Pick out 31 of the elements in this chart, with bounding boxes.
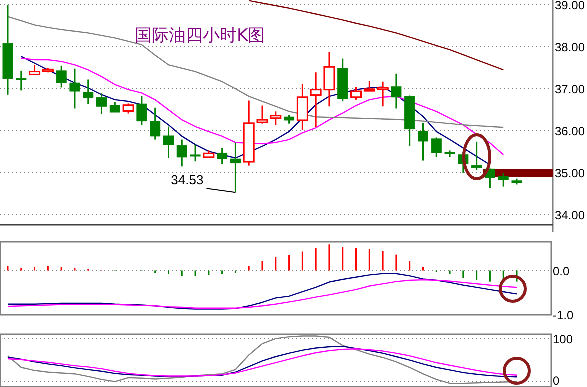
candlestick [296,84,308,131]
annotation: 34.53 [171,172,204,188]
y-tick-label: 0 [553,374,560,387]
candlestick [284,114,295,125]
y-tick-label: 36.00 [555,124,586,138]
y-tick-label: 38.00 [555,40,586,55]
candlestick [391,73,402,110]
candlestick [150,107,161,141]
candlestick [16,70,27,92]
candlestick [472,141,482,172]
candlestick [418,122,428,162]
y-tick-label: 34.00 [555,208,586,222]
candlestick [217,147,228,165]
y-tick-label: 37.00 [555,82,586,96]
candlestick [96,92,108,115]
candlestick [230,142,241,194]
candlestick [498,172,509,188]
y-tick-label: 39.00 [555,0,586,13]
text: 国际油四小时K图 [135,26,266,46]
y-tick-label: 100 [553,332,574,346]
y-tick-label: -1.0 [553,308,574,322]
candlestick [70,68,80,110]
candlestick [136,95,148,126]
candlestick [176,139,188,168]
candlestick [163,126,174,160]
line-series [248,0,504,71]
y-tick-label: 35.00 [555,166,586,180]
line-series [20,58,504,156]
candlestick [2,4,14,96]
y-tick-label: 0.0 [553,264,570,278]
candlestick [83,79,94,105]
